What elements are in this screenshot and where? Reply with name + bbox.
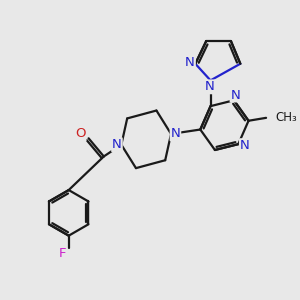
Text: N: N: [230, 88, 240, 101]
Text: O: O: [75, 128, 86, 140]
Text: N: N: [240, 139, 250, 152]
Text: N: N: [185, 56, 195, 69]
Text: N: N: [171, 128, 180, 140]
Text: F: F: [58, 247, 66, 260]
Text: CH₃: CH₃: [275, 111, 297, 124]
Text: N: N: [205, 80, 215, 93]
Text: N: N: [112, 138, 122, 151]
